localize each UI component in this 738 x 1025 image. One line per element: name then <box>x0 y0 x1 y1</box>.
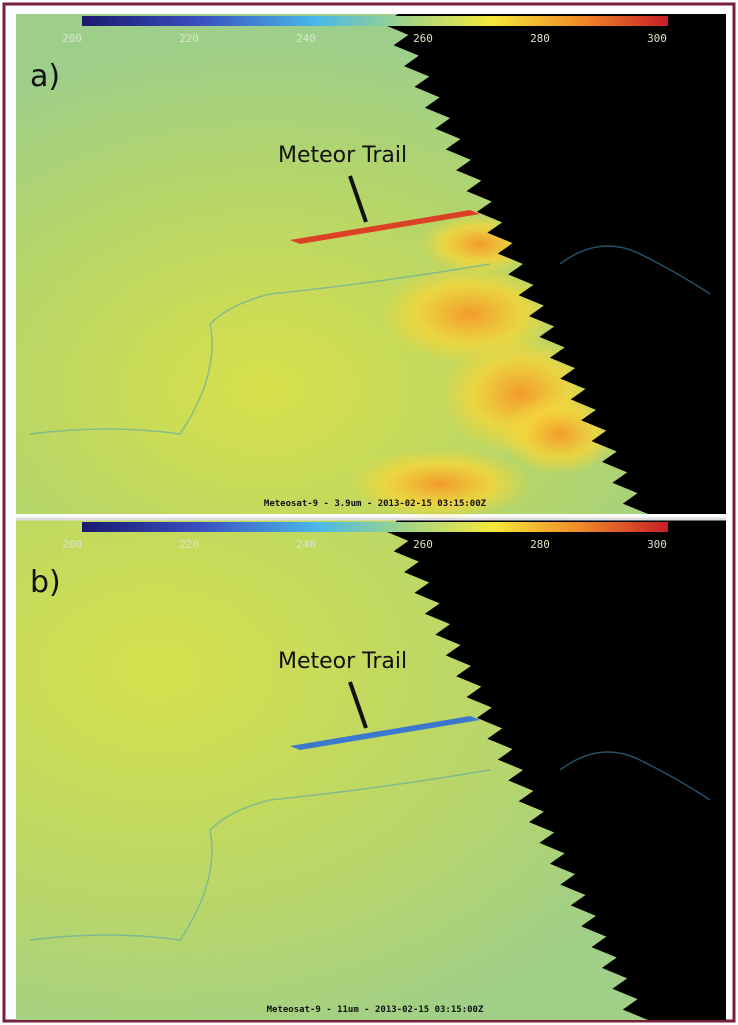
panel: 200 220 240 260 280 300 a) Meteor Trail Meteosat… <box>16 14 726 519</box>
colorbar-tick-label: 240 <box>296 32 316 45</box>
colorbar-tick-label: 220 <box>179 538 199 551</box>
figure: 200 220 240 260 280 300 a) Meteor Trail Meteosat… <box>0 0 738 1025</box>
colorbar-tick-label: 200 <box>62 538 82 551</box>
colorbar-tick-label: 300 <box>647 32 667 45</box>
annotation: Meteor Trail <box>278 649 407 674</box>
panel-label: a) <box>30 59 60 94</box>
panel-label: b) <box>30 565 61 600</box>
colorbar <box>82 522 668 532</box>
colorbar-tick-label: 200 <box>62 32 82 45</box>
colorbar-tick-label: 220 <box>179 32 199 45</box>
colorbar-tick-label: 280 <box>530 32 550 45</box>
colorbar-tick-label: 260 <box>413 32 433 45</box>
colorbar <box>82 16 668 26</box>
caption: Meteosat-9 - 11um - 2013-02-15 03:15:00Z <box>267 1005 484 1015</box>
colorbar-tick-label: 260 <box>413 538 433 551</box>
colorbar-tick-label: 240 <box>296 538 316 551</box>
annotation: Meteor Trail <box>278 143 407 168</box>
colorbar-tick-label: 280 <box>530 538 550 551</box>
colorbar-tick-label: 300 <box>647 538 667 551</box>
caption: Meteosat-9 - 3.9um - 2013-02-15 03:15:00… <box>264 499 487 509</box>
panel: 200 220 240 260 280 300 b) Meteor Trail Meteosat… <box>16 520 726 1020</box>
